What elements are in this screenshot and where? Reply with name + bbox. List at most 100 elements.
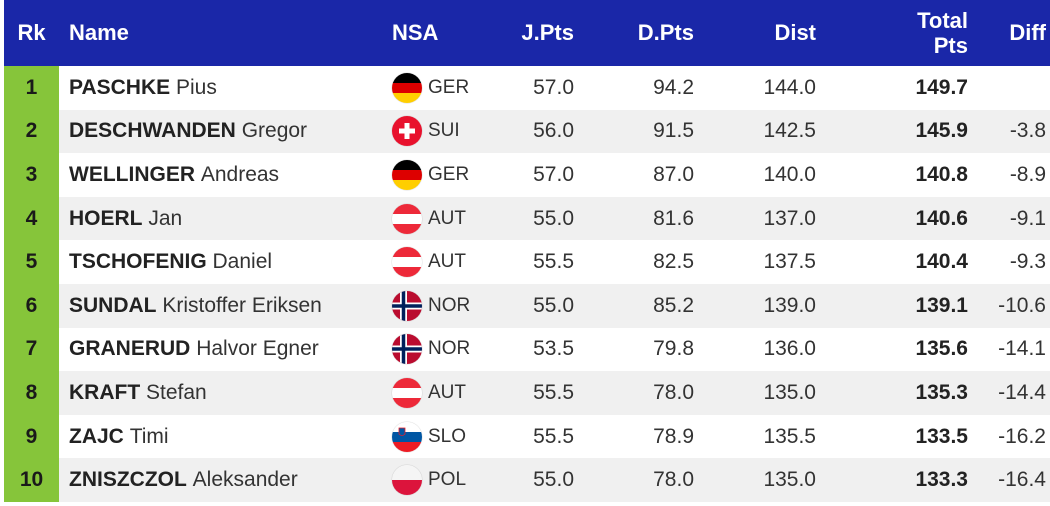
athlete-last-name: DESCHWANDEN [69, 119, 236, 143]
jump-points: 55.0 [533, 206, 574, 230]
table-row[interactable]: 6 SUNDAL Kristoffer Eriksen NOR 55.0 85.2 139… [4, 283, 1050, 328]
athlete-first-name: Stefan [146, 380, 207, 404]
table-row[interactable]: 2 DESCHWANDEN Gregor SUI 56.0 91.5 142.5 145.9… [4, 109, 1050, 154]
header-total-line1: Total [917, 8, 968, 33]
table-row[interactable]: 3 WELLINGER Andreas GER 57.0 87.0 140.0 140.8-… [4, 153, 1050, 197]
total-points: 135.3 [915, 380, 968, 404]
header-distance[interactable]: Dist [774, 20, 816, 45]
athlete-name[interactable]: PASCHKE Pius [69, 66, 217, 110]
slovenia-flag-icon [392, 421, 422, 452]
nsa-code: SLO [428, 425, 467, 447]
athlete-name[interactable]: HOERL Jan [69, 197, 182, 241]
distance: 136.0 [763, 337, 816, 361]
jump-points: 55.5 [533, 380, 574, 404]
nsa-cell: NOR [392, 328, 470, 372]
table-row[interactable]: 1 PASCHKE Pius GER 57.0 94.2 144.0 149.7 [4, 66, 1050, 110]
jump-points: 57.0 [533, 75, 574, 99]
athlete-name[interactable]: SUNDAL Kristoffer Eriksen [69, 284, 322, 328]
distance-points: 91.5 [653, 119, 694, 143]
table-row[interactable]: 4 HOERL Jan AUT 55.0 81.6 137.0 140.6 -9.1 [4, 196, 1050, 241]
nsa-cell: SLO [392, 415, 466, 459]
nsa-cell: AUT [392, 197, 466, 241]
athlete-first-name: Andreas [200, 162, 280, 186]
rank-cell: 9 [4, 414, 59, 459]
results-table: Rk Name NSA J.Pts D.Pts Dist Total Pts D… [4, 0, 1050, 502]
nsa-cell: AUT [392, 371, 466, 415]
diff: -10.6 [998, 293, 1046, 317]
nsa-code: NOR [428, 294, 471, 316]
total-points: 145.9 [915, 119, 968, 143]
athlete-last-name: SUNDAL [69, 293, 157, 317]
diff: -8.9 [1009, 162, 1046, 186]
nsa-cell: AUT [392, 240, 466, 284]
athlete-name[interactable]: KRAFT Stefan [69, 371, 207, 415]
athlete-name[interactable]: WELLINGER Andreas [69, 153, 279, 197]
norway-flag-icon [392, 290, 422, 321]
distance-points: 81.6 [653, 206, 694, 230]
germany-flag-icon [392, 72, 422, 103]
distance-points: 94.2 [653, 75, 694, 99]
diff: -16.2 [998, 424, 1046, 448]
total-points: 140.6 [915, 206, 968, 230]
athlete-last-name: GRANERUD [69, 337, 191, 361]
athlete-name[interactable]: GRANERUD Halvor Egner [69, 328, 319, 372]
rank-cell: 3 [4, 153, 59, 197]
total-points: 139.1 [915, 293, 968, 317]
table-row[interactable]: 8 KRAFT Stefan AUT 55.5 78.0 135.0 135.3 -14.4 [4, 371, 1050, 415]
jump-points: 53.5 [533, 337, 574, 361]
table-row[interactable]: 10 ZNISZCZOL Aleksander POL 55.0 78.0 135.0 13… [4, 458, 1050, 502]
rank-cell: 6 [4, 283, 59, 328]
athlete-name[interactable]: DESCHWANDEN Gregor [69, 110, 307, 154]
header-nsa[interactable]: NSA [392, 20, 439, 45]
distance-points: 78.0 [653, 468, 694, 492]
nsa-code: NOR [428, 338, 471, 360]
table-row[interactable]: 9 ZAJC Timi SLO 55.5 78.9 135.5 133.5 -16.2 [4, 414, 1050, 459]
total-points: 133.3 [915, 468, 968, 492]
jump-points: 55.0 [533, 293, 574, 317]
jump-points: 55.5 [533, 424, 574, 448]
distance: 137.5 [763, 250, 816, 274]
table-header: Rk Name NSA J.Pts D.Pts Dist Total Pts D… [4, 0, 1050, 66]
header-name[interactable]: Name [69, 20, 129, 45]
athlete-last-name: ZAJC [69, 424, 124, 448]
athlete-last-name: PASCHKE [69, 75, 171, 99]
athlete-last-name: HOERL [69, 206, 143, 230]
header-jump-points[interactable]: J.Pts [521, 20, 574, 45]
poland-flag-icon [392, 465, 422, 496]
table-row[interactable]: 5 TSCHOFENIG Daniel AUT 55.5 82.5 137.5 140.4-… [4, 240, 1050, 284]
header-total-points[interactable]: Total Pts [917, 0, 968, 66]
total-points: 140.4 [915, 250, 968, 274]
switzerland-flag-icon [392, 116, 422, 147]
header-diff[interactable]: Diff [1009, 20, 1046, 45]
rank-cell: 8 [4, 371, 59, 415]
distance-points: 79.8 [653, 337, 694, 361]
distance: 142.5 [763, 119, 816, 143]
nsa-cell: GER [392, 66, 469, 110]
athlete-first-name: Pius [175, 75, 217, 99]
diff: -3.8 [1009, 119, 1046, 143]
header-distance-points[interactable]: D.Pts [637, 20, 694, 45]
athlete-name[interactable]: TSCHOFENIG Daniel [69, 240, 272, 284]
nsa-cell: GER [392, 153, 469, 197]
table-row[interactable]: 7 GRANERUD Halvor Egner NOR 53.5 79.8 136.0 13… [4, 327, 1050, 372]
athlete-last-name: WELLINGER [69, 162, 195, 186]
diff: -14.4 [998, 380, 1046, 404]
jump-points: 56.0 [533, 119, 574, 143]
nsa-code: AUT [428, 251, 466, 273]
header-rank[interactable]: Rk [17, 20, 46, 45]
distance: 135.0 [763, 468, 816, 492]
athlete-name[interactable]: ZNISZCZOL Aleksander [69, 458, 298, 502]
distance: 135.5 [763, 424, 816, 448]
athlete-first-name: Aleksander [192, 468, 298, 492]
athlete-last-name: KRAFT [69, 380, 141, 404]
athlete-first-name: Kristoffer Eriksen [162, 293, 322, 317]
rank-cell: 5 [4, 240, 59, 284]
rank-cell: 4 [4, 196, 59, 241]
athlete-name[interactable]: ZAJC Timi [69, 415, 169, 459]
austria-flag-icon [392, 247, 422, 278]
header-total-line2: Pts [933, 33, 968, 58]
athlete-last-name: ZNISZCZOL [69, 468, 187, 492]
nsa-code: SUI [428, 120, 460, 142]
table-body: 1 PASCHKE Pius GER 57.0 94.2 144.0 149.7 2 DESCH… [4, 66, 1050, 502]
diff: -9.1 [1009, 206, 1046, 230]
